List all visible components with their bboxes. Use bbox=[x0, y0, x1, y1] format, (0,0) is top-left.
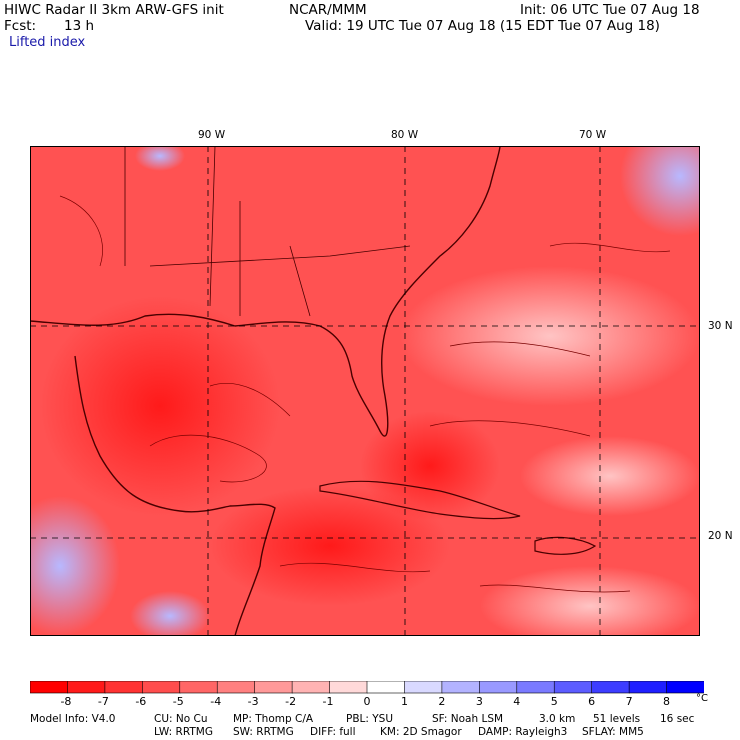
colorbar-tick-label: -4 bbox=[210, 695, 222, 708]
fcst-label: Fcst: bbox=[4, 18, 37, 34]
colorbar-swatch bbox=[291, 681, 331, 694]
colorbar-swatch bbox=[179, 681, 219, 694]
colorbar-swatch bbox=[104, 681, 144, 694]
valid-time: Valid: 19 UTC Tue 07 Aug 18 (15 EDT Tue … bbox=[305, 18, 660, 34]
colorbar-swatch bbox=[666, 681, 704, 694]
colorbar-tick-label: -7 bbox=[97, 695, 109, 708]
footer-levels: 51 levels bbox=[593, 713, 641, 725]
lon-label-80w: 80 W bbox=[391, 129, 419, 141]
colorbar-tick-label: -1 bbox=[322, 695, 334, 708]
colorbar-tick-label: -5 bbox=[172, 695, 184, 708]
colorbar bbox=[30, 681, 704, 694]
pale-atlantic bbox=[400, 266, 700, 406]
model-title: HIWC Radar II 3km ARW-GFS init bbox=[4, 2, 224, 18]
colorbar-swatch bbox=[366, 681, 406, 694]
colorbar-tick-label: -3 bbox=[247, 695, 259, 708]
fcst-value: 13 h bbox=[64, 18, 95, 34]
footer-pbl: PBL: YSU bbox=[346, 713, 394, 725]
colorbar-swatch bbox=[516, 681, 556, 694]
colorbar-swatch bbox=[404, 681, 443, 694]
colorbar-swatch bbox=[591, 681, 630, 694]
field-title: Lifted index bbox=[9, 35, 86, 50]
colorbar-swatch bbox=[441, 681, 481, 694]
deep-red-gulf bbox=[40, 296, 280, 516]
footer-sw: SW: RRTMG bbox=[233, 726, 294, 738]
deep-red-caribbean bbox=[210, 486, 450, 606]
footer-diff: DIFF: full bbox=[310, 726, 356, 738]
colorbar-swatch bbox=[30, 681, 69, 694]
footer-mp: MP: Thomp C/A bbox=[233, 713, 314, 725]
lon-label-90w: 90 W bbox=[198, 129, 226, 141]
colorbar-tick-label: -8 bbox=[60, 695, 72, 708]
colorbar-tick-label: -6 bbox=[135, 695, 147, 708]
colorbar-swatch bbox=[254, 681, 293, 694]
colorbar-tick-label: 0 bbox=[363, 695, 371, 708]
colorbar-swatch bbox=[142, 681, 181, 694]
blue-pacific-south bbox=[130, 591, 210, 636]
pale-atlantic-south bbox=[520, 436, 700, 516]
lat-label-30n: 30 N bbox=[708, 320, 733, 332]
blue-north bbox=[135, 146, 185, 171]
colorbar-tick-label: 4 bbox=[513, 695, 521, 708]
state-borders bbox=[124, 146, 411, 317]
blue-pacific bbox=[30, 496, 120, 636]
footer-cu: CU: No Cu bbox=[154, 713, 208, 725]
deep-red-bahamas bbox=[360, 411, 500, 521]
colorbar-tick-label: 7 bbox=[625, 695, 633, 708]
colorbar-swatch bbox=[329, 681, 368, 694]
colorbar-unit: °C bbox=[696, 693, 708, 704]
blue-ne-corner bbox=[620, 146, 700, 236]
footer-lw: LW: RRTMG bbox=[154, 726, 213, 738]
footer-damp: DAMP: Rayleigh3 bbox=[478, 726, 568, 738]
coastline-hispaniola bbox=[534, 536, 597, 555]
contour-lines bbox=[59, 195, 671, 593]
footer-resolution: 3.0 km bbox=[539, 713, 576, 725]
footer-timestep: 16 sec bbox=[660, 713, 695, 725]
colorbar-tick-label: -2 bbox=[285, 695, 297, 708]
colorbar-tick-label: 2 bbox=[438, 695, 446, 708]
org-label: NCAR/MMM bbox=[289, 2, 367, 18]
init-time: Init: 06 UTC Tue 07 Aug 18 bbox=[520, 2, 700, 18]
colorbar-swatch bbox=[628, 681, 668, 694]
coastline-mexico bbox=[74, 355, 276, 636]
colorbar-tick-label: 1 bbox=[400, 695, 408, 708]
colorbar-swatch bbox=[67, 681, 106, 694]
colorbar-tick-label: 6 bbox=[588, 695, 596, 708]
footer-km: KM: 2D Smagor bbox=[380, 726, 462, 738]
coastline-us bbox=[30, 146, 501, 437]
footer-sflay: SFLAY: MM5 bbox=[582, 726, 644, 738]
colorbar-tick-label: 5 bbox=[550, 695, 558, 708]
colorbar-swatch bbox=[216, 681, 256, 694]
footer-model-info: Model Info: V4.0 bbox=[30, 713, 116, 725]
footer-sf: SF: Noah LSM bbox=[432, 713, 504, 725]
lon-label-70w: 70 W bbox=[579, 129, 607, 141]
grid-lines bbox=[30, 146, 700, 636]
colorbar-swatch bbox=[479, 681, 518, 694]
coastline-cuba bbox=[319, 480, 521, 520]
colorbar-tick-label: 3 bbox=[475, 695, 483, 708]
lifted-index-map bbox=[30, 146, 700, 636]
colorbar-tick-label: 8 bbox=[663, 695, 671, 708]
pale-caribbean bbox=[480, 566, 700, 636]
colorbar-swatch bbox=[553, 681, 593, 694]
map-frame bbox=[30, 146, 700, 636]
lat-label-20n: 20 N bbox=[708, 530, 733, 542]
